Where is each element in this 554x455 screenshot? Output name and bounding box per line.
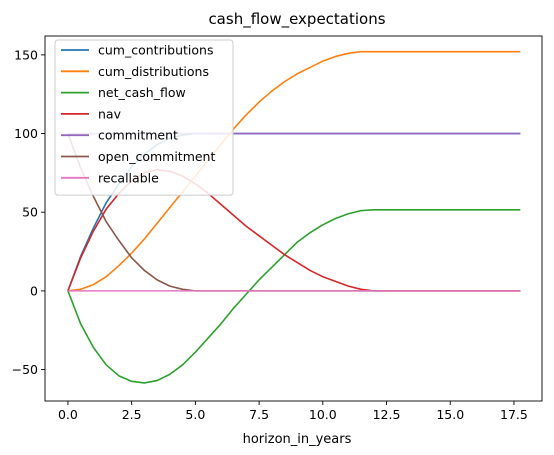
legend-label-cum-contributions: cum_contributions [98, 43, 214, 58]
legend-label-net-cash-flow: net_cash_flow [98, 85, 186, 100]
legend-label-cum-distributions: cum_distributions [98, 64, 209, 79]
legend: cum_contributions cum_distributions net_ca… [54, 39, 234, 196]
y-tick-label: 100 [14, 126, 38, 141]
x-tick-label: 7.5 [249, 407, 269, 422]
legend-label-recallable: recallable [98, 170, 159, 185]
y-tick-label: −50 [12, 362, 38, 377]
legend-label-nav: nav [98, 106, 122, 121]
y-tick-label: 0 [30, 283, 38, 298]
x-tick-label: 0.0 [58, 407, 78, 422]
series-line-net-cash-flow [67, 209, 521, 384]
x-tick-label: 10.0 [309, 407, 337, 422]
chart-title: cash_flow_expectations [208, 10, 385, 29]
x-tick-label: 12.5 [373, 407, 401, 422]
x-tick-label: 17.5 [500, 407, 528, 422]
plot-frame [44, 35, 543, 402]
y-axis: −50 0 50 100 150 [12, 47, 45, 377]
legend-label-commitment: commitment [98, 128, 178, 143]
x-tick-label: 15.0 [436, 407, 464, 422]
x-axis-label: horizon_in_years [243, 432, 352, 447]
x-tick-label: 5.0 [185, 407, 205, 422]
y-tick-label: 50 [22, 205, 38, 220]
y-tick-label: 150 [14, 47, 38, 62]
legend-box [54, 39, 234, 196]
x-axis: 0.0 2.5 5.0 7.5 10.0 12.5 15.0 17.5 [58, 401, 528, 422]
legend-label-open-commitment: open_commitment [98, 149, 215, 164]
x-tick-label: 2.5 [122, 407, 142, 422]
